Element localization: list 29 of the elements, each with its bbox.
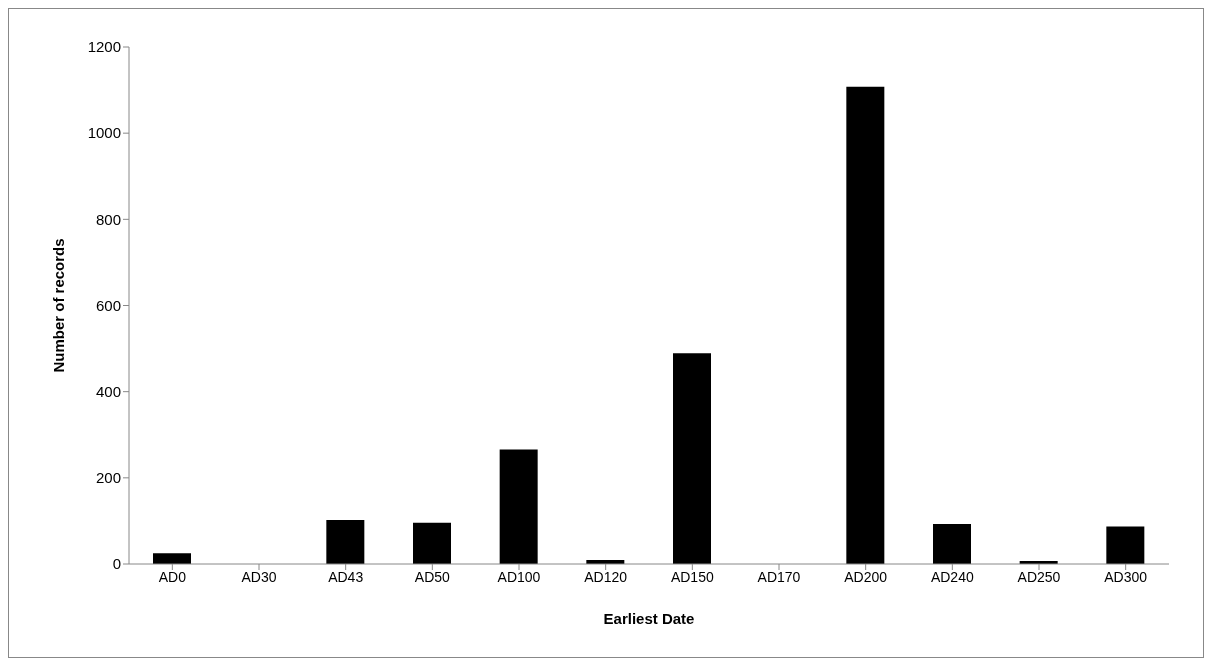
x-tick-label: AD30 (241, 568, 277, 585)
x-tick-label: AD0 (158, 568, 187, 585)
bar (499, 449, 538, 564)
bar (1106, 526, 1145, 564)
y-tick-label: 600 (95, 296, 121, 314)
y-tick-label: 1200 (87, 38, 121, 56)
x-tick-label: AD43 (328, 568, 364, 585)
y-tick-label: 0 (112, 555, 121, 573)
bar (673, 353, 711, 564)
x-tick-label: AD50 (414, 568, 451, 585)
x-tick-label: AD240 (930, 568, 974, 585)
x-tick-label: AD250 (1017, 568, 1061, 585)
bar (933, 523, 971, 564)
x-tick-label: AD170 (757, 568, 801, 585)
y-axis-title: Number of records (50, 238, 68, 373)
y-tick-label: 1000 (87, 124, 121, 142)
bar (846, 86, 885, 564)
x-tick-label: AD300 (1104, 568, 1148, 585)
x-tick-label: AD200 (844, 568, 888, 585)
x-axis-title: Earliest Date (603, 610, 695, 627)
y-tick-label: 200 (95, 469, 121, 487)
y-tick-label: 800 (95, 210, 121, 228)
x-tick-label: AD120 (584, 568, 628, 585)
bar (413, 522, 451, 564)
x-tick-label: AD150 (670, 568, 714, 585)
y-tick-label: 400 (95, 382, 121, 400)
bar (326, 520, 365, 564)
x-tick-label: AD100 (497, 568, 541, 585)
bar (153, 553, 191, 564)
